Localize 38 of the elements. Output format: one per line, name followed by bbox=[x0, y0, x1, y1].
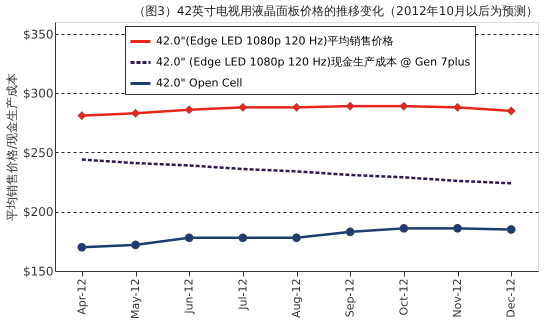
point bbox=[399, 224, 408, 233]
x-tick-label: May-12 bbox=[129, 278, 142, 320]
x-tick-label: Dec-12 bbox=[504, 278, 518, 318]
x-tick-label: Aug-12 bbox=[290, 278, 303, 318]
x-tick-label: Jul-12 bbox=[236, 278, 250, 311]
y-tick-label: $250 bbox=[22, 146, 54, 160]
point bbox=[506, 106, 516, 116]
point bbox=[399, 102, 408, 111]
point bbox=[506, 225, 516, 234]
point bbox=[77, 242, 86, 252]
y-tick-label: $300 bbox=[22, 86, 54, 101]
line-series bbox=[80, 158, 512, 185]
point bbox=[453, 224, 462, 233]
legend-label: 42.0" Open Cell bbox=[156, 76, 242, 90]
point bbox=[77, 111, 86, 120]
legend-label: 42.0" (Edge LED 1080p 120 Hz)现金生产成本 @ Gen 7plus bbox=[156, 56, 471, 68]
x-tick-label: Apr-12 bbox=[75, 278, 88, 315]
y-tick-label: $350 bbox=[22, 27, 54, 42]
point bbox=[131, 108, 140, 118]
x-tick-label: Sep-12 bbox=[344, 278, 357, 318]
point bbox=[184, 233, 194, 242]
point bbox=[238, 233, 248, 242]
x-tick-label: Nov-12 bbox=[451, 278, 464, 318]
y-tick-label: $150 bbox=[22, 264, 54, 278]
point bbox=[292, 102, 301, 112]
x-tick-label: Jun-12 bbox=[182, 278, 196, 315]
y-tick-label: $200 bbox=[22, 205, 54, 220]
point bbox=[238, 102, 248, 112]
point bbox=[346, 102, 355, 111]
point bbox=[184, 105, 194, 114]
chart-title: （图3）42英寸电视用液晶面板价格的推移变化（2012年10月以后为预测） bbox=[133, 4, 538, 18]
point bbox=[453, 102, 462, 112]
x-tick-label: Oct-12 bbox=[397, 278, 410, 316]
y-axis-title: 平均销售价格/现金生产成本 bbox=[4, 72, 19, 222]
point bbox=[346, 227, 355, 236]
point bbox=[292, 233, 301, 242]
legend-label: 42.0"(Edge LED 1080p 120 Hz)平均销售价格 bbox=[156, 34, 394, 48]
point bbox=[131, 240, 140, 250]
